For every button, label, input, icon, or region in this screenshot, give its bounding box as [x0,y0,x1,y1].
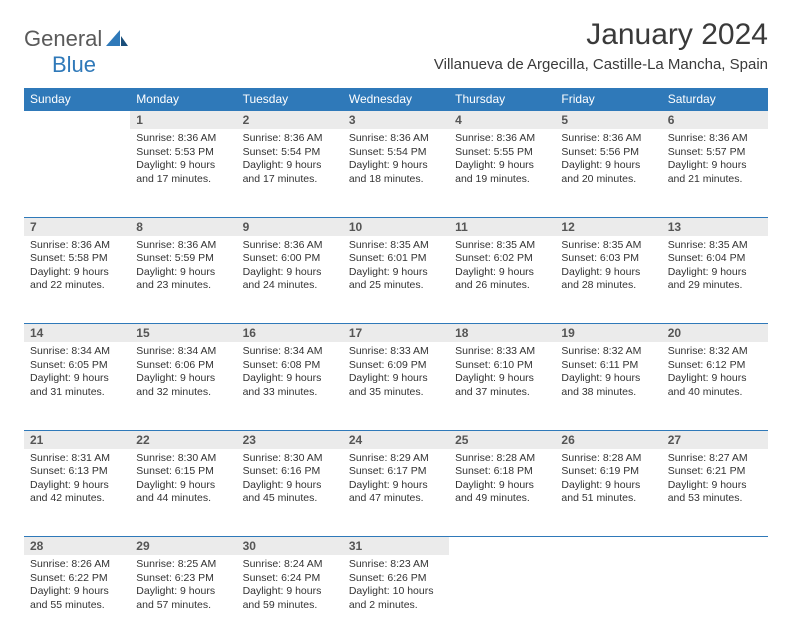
weekday-header: Thursday [449,88,555,111]
day-number-cell: 9 [237,217,343,236]
month-title: January 2024 [434,18,768,52]
day-number-cell: 13 [662,217,768,236]
day-number-cell: 11 [449,217,555,236]
day-number-cell [555,537,661,556]
day-number-cell: 3 [343,111,449,130]
weekday-header: Monday [130,88,236,111]
day-detail-cell: Sunrise: 8:35 AMSunset: 6:02 PMDaylight:… [449,236,555,324]
calendar-body: 123456 Sunrise: 8:36 AMSunset: 5:53 PMDa… [24,111,768,643]
day-detail-row: Sunrise: 8:34 AMSunset: 6:05 PMDaylight:… [24,342,768,430]
day-detail-cell [449,555,555,643]
day-detail-cell: Sunrise: 8:23 AMSunset: 6:26 PMDaylight:… [343,555,449,643]
day-detail-cell: Sunrise: 8:24 AMSunset: 6:24 PMDaylight:… [237,555,343,643]
day-detail-cell: Sunrise: 8:32 AMSunset: 6:11 PMDaylight:… [555,342,661,430]
day-number-cell [662,537,768,556]
day-number-cell: 12 [555,217,661,236]
brand-part2: Blue [52,52,96,77]
weekday-header-row: SundayMondayTuesdayWednesdayThursdayFrid… [24,88,768,111]
day-number-cell: 8 [130,217,236,236]
day-detail-cell: Sunrise: 8:27 AMSunset: 6:21 PMDaylight:… [662,449,768,537]
day-number-cell: 29 [130,537,236,556]
day-number-cell [24,111,130,130]
day-detail-cell: Sunrise: 8:36 AMSunset: 5:53 PMDaylight:… [130,129,236,217]
weekday-header: Saturday [662,88,768,111]
sail-icon [106,30,128,46]
day-number-cell: 7 [24,217,130,236]
day-detail-cell: Sunrise: 8:30 AMSunset: 6:15 PMDaylight:… [130,449,236,537]
day-number-cell: 17 [343,324,449,343]
day-detail-cell: Sunrise: 8:26 AMSunset: 6:22 PMDaylight:… [24,555,130,643]
day-number-cell: 28 [24,537,130,556]
day-number-cell: 26 [555,430,661,449]
day-number-cell: 15 [130,324,236,343]
day-detail-cell: Sunrise: 8:33 AMSunset: 6:10 PMDaylight:… [449,342,555,430]
day-detail-row: Sunrise: 8:31 AMSunset: 6:13 PMDaylight:… [24,449,768,537]
day-detail-cell: Sunrise: 8:34 AMSunset: 6:06 PMDaylight:… [130,342,236,430]
day-detail-cell: Sunrise: 8:36 AMSunset: 5:57 PMDaylight:… [662,129,768,217]
day-detail-cell [555,555,661,643]
day-number-cell: 27 [662,430,768,449]
day-number-cell [449,537,555,556]
day-detail-row: Sunrise: 8:26 AMSunset: 6:22 PMDaylight:… [24,555,768,643]
brand-logo: General Blue [24,26,128,78]
day-number-cell: 2 [237,111,343,130]
day-number-cell: 4 [449,111,555,130]
day-detail-cell: Sunrise: 8:36 AMSunset: 5:55 PMDaylight:… [449,129,555,217]
day-detail-cell: Sunrise: 8:25 AMSunset: 6:23 PMDaylight:… [130,555,236,643]
day-detail-cell: Sunrise: 8:35 AMSunset: 6:01 PMDaylight:… [343,236,449,324]
day-number-row: 123456 [24,111,768,130]
day-detail-row: Sunrise: 8:36 AMSunset: 5:53 PMDaylight:… [24,129,768,217]
day-number-cell: 31 [343,537,449,556]
day-detail-row: Sunrise: 8:36 AMSunset: 5:58 PMDaylight:… [24,236,768,324]
day-detail-cell: Sunrise: 8:34 AMSunset: 6:08 PMDaylight:… [237,342,343,430]
day-number-cell: 6 [662,111,768,130]
day-number-cell: 10 [343,217,449,236]
day-detail-cell: Sunrise: 8:32 AMSunset: 6:12 PMDaylight:… [662,342,768,430]
day-detail-cell: Sunrise: 8:28 AMSunset: 6:18 PMDaylight:… [449,449,555,537]
day-number-cell: 16 [237,324,343,343]
brand-part1: General [24,26,102,51]
day-detail-cell [662,555,768,643]
day-number-cell: 24 [343,430,449,449]
day-detail-cell: Sunrise: 8:36 AMSunset: 5:56 PMDaylight:… [555,129,661,217]
header: General Blue January 2024 Villanueva de … [24,18,768,78]
day-number-cell: 5 [555,111,661,130]
day-number-row: 28293031 [24,537,768,556]
day-detail-cell: Sunrise: 8:35 AMSunset: 6:03 PMDaylight:… [555,236,661,324]
day-detail-cell: Sunrise: 8:36 AMSunset: 5:58 PMDaylight:… [24,236,130,324]
day-number-cell: 30 [237,537,343,556]
day-detail-cell: Sunrise: 8:35 AMSunset: 6:04 PMDaylight:… [662,236,768,324]
day-detail-cell: Sunrise: 8:36 AMSunset: 5:54 PMDaylight:… [237,129,343,217]
day-number-cell: 18 [449,324,555,343]
day-number-cell: 14 [24,324,130,343]
day-detail-cell [24,129,130,217]
weekday-header: Tuesday [237,88,343,111]
day-detail-cell: Sunrise: 8:33 AMSunset: 6:09 PMDaylight:… [343,342,449,430]
day-detail-cell: Sunrise: 8:30 AMSunset: 6:16 PMDaylight:… [237,449,343,537]
title-block: January 2024 Villanueva de Argecilla, Ca… [434,18,768,73]
weekday-header: Wednesday [343,88,449,111]
day-detail-cell: Sunrise: 8:31 AMSunset: 6:13 PMDaylight:… [24,449,130,537]
day-detail-cell: Sunrise: 8:36 AMSunset: 5:59 PMDaylight:… [130,236,236,324]
day-number-cell: 19 [555,324,661,343]
day-number-row: 21222324252627 [24,430,768,449]
day-detail-cell: Sunrise: 8:34 AMSunset: 6:05 PMDaylight:… [24,342,130,430]
day-number-row: 14151617181920 [24,324,768,343]
day-number-cell: 21 [24,430,130,449]
day-number-cell: 1 [130,111,236,130]
weekday-header: Friday [555,88,661,111]
day-number-row: 78910111213 [24,217,768,236]
day-detail-cell: Sunrise: 8:28 AMSunset: 6:19 PMDaylight:… [555,449,661,537]
day-number-cell: 23 [237,430,343,449]
weekday-header: Sunday [24,88,130,111]
calendar-table: SundayMondayTuesdayWednesdayThursdayFrid… [24,88,768,643]
day-detail-cell: Sunrise: 8:36 AMSunset: 6:00 PMDaylight:… [237,236,343,324]
day-number-cell: 22 [130,430,236,449]
location: Villanueva de Argecilla, Castille-La Man… [434,56,768,73]
day-detail-cell: Sunrise: 8:29 AMSunset: 6:17 PMDaylight:… [343,449,449,537]
day-number-cell: 20 [662,324,768,343]
day-number-cell: 25 [449,430,555,449]
day-detail-cell: Sunrise: 8:36 AMSunset: 5:54 PMDaylight:… [343,129,449,217]
